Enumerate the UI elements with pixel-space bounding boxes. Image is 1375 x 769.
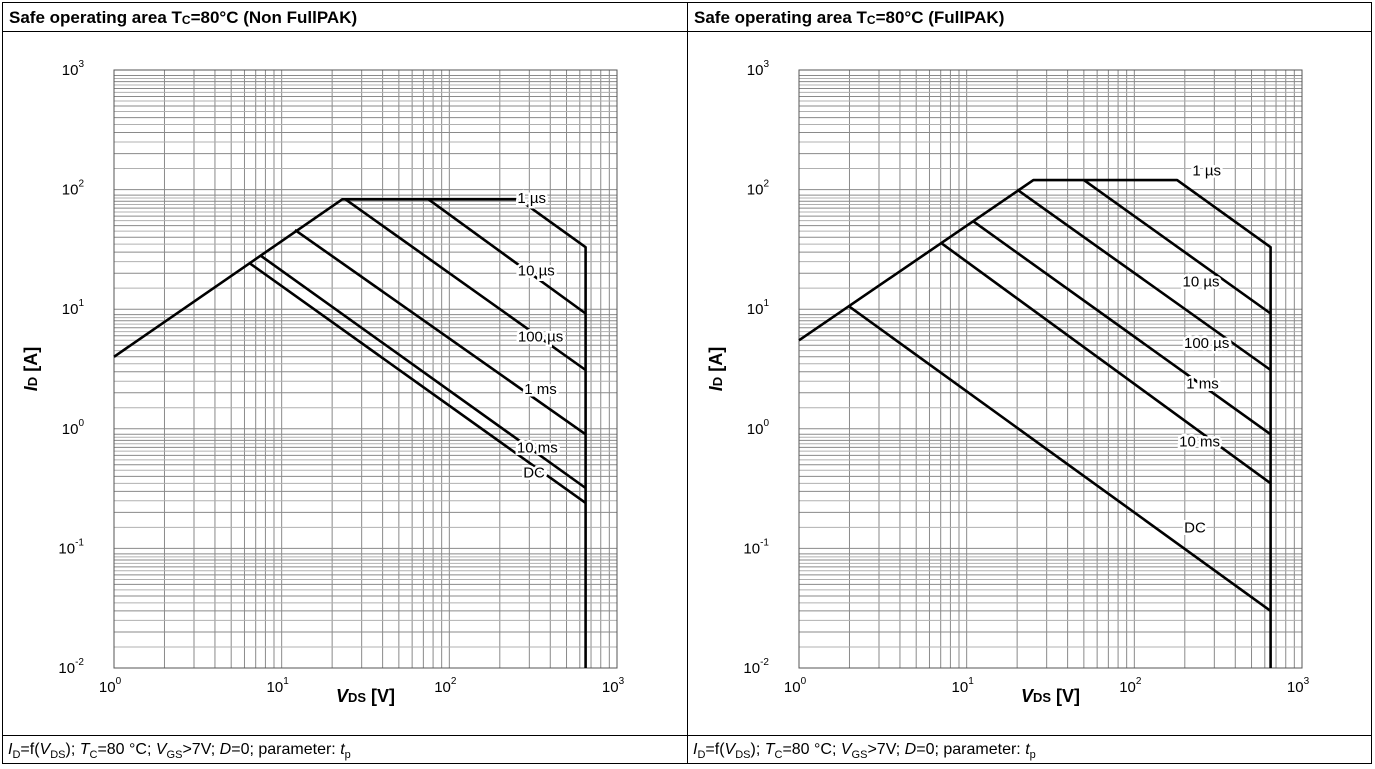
x-axis-label: VDS [V] (336, 686, 395, 706)
x-tick-label: 102 (434, 676, 457, 696)
series-label: 10 ms (517, 439, 558, 456)
x-tick-label: 101 (267, 676, 290, 696)
series-line (294, 228, 587, 436)
series-line (344, 198, 587, 372)
series-line (113, 198, 587, 668)
series-label: 1 µs (1192, 162, 1221, 179)
series-group (113, 198, 587, 668)
y-tick-label: 100 (747, 418, 770, 438)
series-label: DC (523, 465, 545, 482)
y-tick-label: 10-2 (58, 657, 84, 677)
chart-caption: ID=f(VDS); TC=80 °C; VGS>7V; D=0; parame… (688, 735, 1371, 763)
series-label: 10 ms (1179, 434, 1220, 451)
x-tick-label: 101 (952, 676, 975, 696)
series-line (798, 178, 1272, 668)
series-line (972, 220, 1272, 436)
x-axis-label: VDS [V] (1021, 686, 1080, 706)
y-axis-label: ID [A] (21, 347, 41, 391)
chart-title: Safe operating area TC=80°C (Non FullPAK… (3, 3, 687, 32)
plot-border (113, 69, 618, 669)
series-line (427, 198, 587, 315)
series-line (259, 254, 587, 490)
x-tick-label: 102 (1119, 676, 1142, 696)
chart-caption: ID=f(VDS); TC=80 °C; VGS>7V; D=0; parame… (3, 735, 687, 763)
series-label: 10 µs (1183, 274, 1220, 291)
y-tick-label: 10-1 (58, 537, 84, 557)
y-tick-label: 103 (747, 59, 770, 79)
y-tick-label: 10-1 (743, 537, 769, 557)
y-tick-label: 10-2 (743, 657, 769, 677)
x-tick-label: 100 (784, 676, 807, 696)
series-label: 1 ms (524, 381, 557, 398)
y-tick-label: 101 (62, 298, 85, 318)
y-tick-label: 101 (747, 298, 770, 318)
y-tick-label: 102 (747, 179, 770, 199)
series-label: 100 µs (1184, 335, 1229, 352)
soa-chart-fullpak: 100 101 102 103 10-2 10-1 100 101 102 103 VDS [V] I… (706, 59, 1310, 706)
series-line (249, 262, 587, 504)
chart-panel-fullpak: Safe operating area TC=80°C (FullPAK) 10… (688, 3, 1371, 763)
chart-title: Safe operating area TC=80°C (FullPAK) (688, 3, 1371, 32)
series-label: 100 µs (518, 329, 563, 346)
grid (798, 70, 1302, 669)
x-tick-label: 103 (1287, 676, 1310, 696)
y-tick-label: 100 (62, 418, 85, 438)
series-label: DC (1184, 519, 1206, 536)
plot-border (798, 69, 1303, 669)
series-line (939, 241, 1272, 485)
series-line (1016, 188, 1272, 372)
series-line (1083, 179, 1272, 315)
chart-panel-non-fullpak: Safe operating area TC=80°C (Non FullPAK… (3, 3, 688, 763)
x-tick-label: 100 (99, 676, 122, 696)
x-tick-label: 103 (602, 676, 625, 696)
series-label: 1 µs (517, 190, 546, 207)
soa-chart-non-fullpak: 100 101 102 103 10-2 10-1 100 101 102 103 VDS [V] I… (21, 59, 625, 706)
y-tick-label: 102 (62, 179, 85, 199)
series-group (798, 178, 1272, 668)
grid (113, 70, 617, 669)
series-label: 10 µs (518, 263, 555, 280)
y-axis-label: ID [A] (706, 347, 726, 391)
series-line (848, 305, 1272, 612)
series-label: 1 ms (1186, 375, 1219, 392)
y-tick-label: 103 (62, 59, 85, 79)
